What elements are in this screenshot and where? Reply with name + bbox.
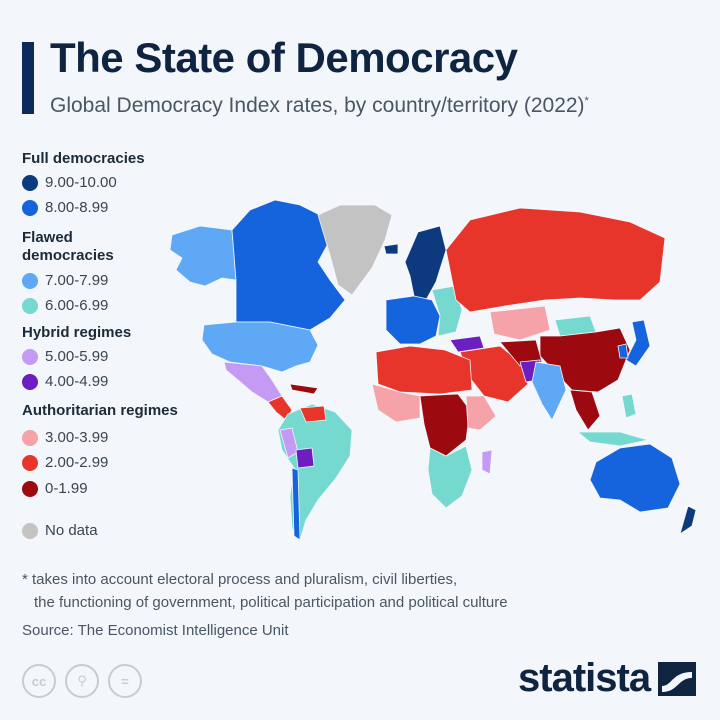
legend-group-authoritarian: Authoritarian regimes bbox=[22, 402, 178, 419]
region-middle-east bbox=[459, 345, 529, 403]
region-venezuela bbox=[299, 405, 327, 423]
cc-icon[interactable]: cc bbox=[22, 664, 56, 698]
legend-item: 5.00-5.99 bbox=[22, 348, 108, 365]
brand-name: statista bbox=[518, 656, 651, 700]
region-iran-afghanistan bbox=[499, 339, 543, 367]
subtitle-text: Global Democracy Index rates, by country… bbox=[50, 94, 585, 117]
legend-item: 2.00-2.99 bbox=[22, 454, 108, 471]
footnote-line-2: the functioning of government, political… bbox=[34, 594, 508, 611]
legend-label: 8.00-8.99 bbox=[45, 199, 109, 216]
accent-bar bbox=[22, 42, 34, 114]
legend-label: 7.00-7.99 bbox=[45, 272, 109, 289]
legend-swatch bbox=[22, 454, 38, 471]
region-india bbox=[531, 361, 567, 421]
legend-item: 9.00-10.00 bbox=[22, 174, 117, 191]
legend-swatch bbox=[22, 348, 38, 365]
region-north-africa bbox=[375, 345, 473, 395]
region-usa bbox=[201, 321, 319, 373]
region-australia bbox=[589, 443, 681, 513]
statista-mark-icon bbox=[658, 661, 697, 696]
legend-swatch bbox=[22, 199, 38, 216]
page-subtitle: Global Democracy Index rates, by country… bbox=[50, 94, 589, 118]
legend-swatch bbox=[22, 373, 38, 390]
legend-label: 0-1.99 bbox=[45, 480, 88, 497]
legend-label: 2.00-2.99 bbox=[45, 454, 109, 471]
region-japan bbox=[625, 319, 651, 367]
legend-group-flawed: Flawed democracies bbox=[22, 229, 114, 264]
legend-item: 7.00-7.99 bbox=[22, 272, 108, 289]
region-southern-africa bbox=[427, 445, 473, 509]
region-bolivia bbox=[295, 447, 315, 469]
region-west-africa bbox=[371, 383, 421, 423]
legend-label: 6.00-6.99 bbox=[45, 297, 109, 314]
legend-swatch bbox=[22, 429, 38, 446]
legend-item: 3.00-3.99 bbox=[22, 429, 108, 446]
legend-item: 0-1.99 bbox=[22, 480, 88, 497]
region-south-america bbox=[277, 403, 353, 541]
region-new-zealand bbox=[679, 505, 697, 535]
region-east-africa bbox=[465, 395, 497, 431]
region-scandinavia bbox=[404, 225, 447, 301]
legend-swatch bbox=[22, 272, 38, 289]
region-caribbean bbox=[289, 383, 319, 395]
region-korea bbox=[617, 343, 629, 359]
legend-swatch bbox=[22, 480, 38, 497]
footnote-mark: * bbox=[584, 95, 589, 107]
legend-group-full: Full democracies bbox=[22, 150, 145, 167]
region-alaska bbox=[169, 225, 237, 287]
legend-item: 8.00-8.99 bbox=[22, 199, 108, 216]
region-western-europe bbox=[385, 295, 441, 345]
legend-label: 4.00-4.99 bbox=[45, 373, 109, 390]
region-greenland bbox=[317, 204, 393, 296]
region-russia bbox=[445, 207, 666, 313]
legend-label: 3.00-3.99 bbox=[45, 429, 109, 446]
legend-label: No data bbox=[45, 522, 98, 539]
legend-group-hybrid: Hybrid regimes bbox=[22, 324, 132, 341]
region-chile bbox=[291, 467, 301, 541]
footnote-line-1: * takes into account electoral process a… bbox=[22, 571, 458, 588]
legend-label: 9.00-10.00 bbox=[45, 174, 117, 191]
nd-icon[interactable]: = bbox=[108, 664, 142, 698]
region-kazakhstan bbox=[489, 305, 551, 341]
legend-item-no-data: No data bbox=[22, 522, 98, 539]
by-icon[interactable]: ⚲ bbox=[65, 664, 99, 698]
legend-swatch bbox=[22, 522, 38, 539]
region-southeast-asia bbox=[569, 389, 601, 431]
region-iceland bbox=[383, 243, 399, 255]
region-central-africa bbox=[419, 393, 471, 457]
legend-swatch bbox=[22, 297, 38, 314]
source-text: Source: The Economist Intelligence Unit bbox=[22, 622, 289, 639]
region-madagascar bbox=[481, 449, 493, 475]
statista-logo[interactable]: statista bbox=[518, 656, 697, 701]
legend-swatch bbox=[22, 174, 38, 191]
page-title: The State of Democracy bbox=[50, 34, 518, 81]
region-philippines bbox=[621, 393, 637, 419]
legend-label: 5.00-5.99 bbox=[45, 348, 109, 365]
region-indonesia bbox=[576, 431, 649, 447]
legend-item: 6.00-6.99 bbox=[22, 297, 108, 314]
legend-item: 4.00-4.99 bbox=[22, 373, 108, 390]
